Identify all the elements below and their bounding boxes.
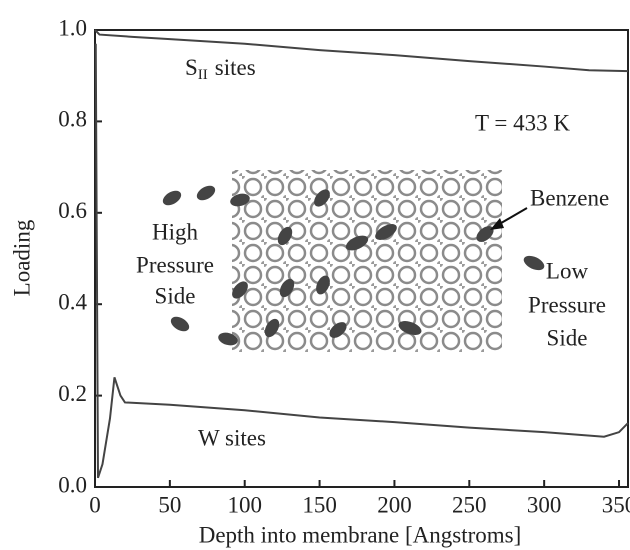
annotation: W sites	[198, 425, 266, 450]
y-tick-label: 1.0	[58, 15, 87, 40]
x-tick-label: 200	[377, 492, 412, 517]
annotation: High	[152, 219, 199, 244]
x-tick-label: 0	[89, 492, 101, 517]
annotation: T = 433 K	[475, 110, 570, 135]
annotation: Benzene	[530, 185, 609, 210]
y-tick-label: 0.8	[58, 107, 87, 132]
y-tick-label: 0.6	[58, 198, 87, 223]
x-tick-label: 50	[158, 492, 181, 517]
x-tick-label: 250	[452, 492, 487, 517]
y-axis-label: Loading	[9, 219, 34, 296]
annotation: Pressure	[528, 292, 606, 317]
x-tick-label: 150	[302, 492, 337, 517]
y-tick-label: 0.2	[58, 381, 87, 406]
annotation: Pressure	[136, 252, 214, 277]
annotation: Low	[546, 258, 589, 283]
x-axis-label: Depth into membrane [Angstroms]	[199, 522, 522, 547]
y-tick-label: 0.0	[58, 472, 87, 497]
annotation: SII sites	[185, 55, 256, 83]
series-line	[94, 29, 629, 73]
y-tick-label: 0.4	[58, 289, 87, 314]
plot-frame	[94, 29, 629, 488]
series-line	[94, 43, 629, 479]
x-tick-label: 100	[227, 492, 262, 517]
annotation: Side	[155, 283, 196, 308]
zeolite-inset	[162, 170, 545, 352]
x-tick-label: 350	[602, 492, 630, 517]
x-tick-label: 300	[527, 492, 562, 517]
annotation: Side	[547, 325, 588, 350]
